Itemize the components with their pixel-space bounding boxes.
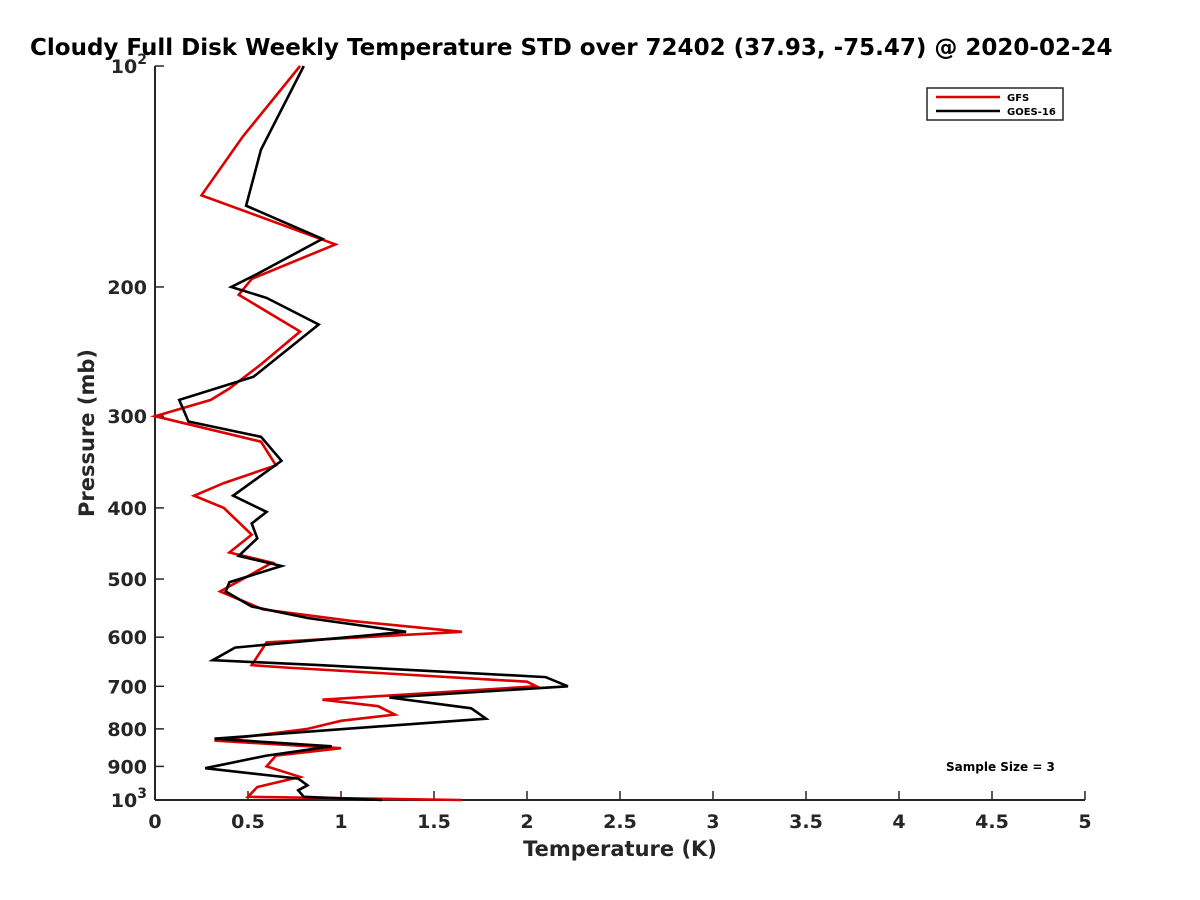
y-tick-label: 800 — [107, 719, 147, 741]
y-axis-label: Pressure (mb) — [75, 349, 99, 517]
legend: GFS GOES-16 — [926, 87, 1064, 121]
x-axis-label: Temperature (K) — [523, 837, 717, 861]
plot-area — [154, 66, 1085, 801]
y-tick-label: 300 — [107, 406, 147, 428]
legend-label: GOES-16 — [1007, 107, 1056, 118]
x-tick-label: 4.5 — [975, 811, 1009, 833]
y-tick-label: 500 — [107, 569, 147, 591]
x-tick-label: 3.5 — [789, 811, 823, 833]
y-tick-label: 400 — [107, 498, 147, 520]
y-axis-ticks: 102 200 300 400 500 600 700 800 900 103 — [107, 52, 164, 812]
x-tick-label: 5 — [1078, 811, 1091, 833]
x-tick-label: 0 — [148, 811, 161, 833]
y-tick-label: 200 — [107, 277, 147, 299]
x-tick-label: 4 — [892, 811, 905, 833]
y-tick-label: 900 — [107, 756, 147, 778]
y-tick-label: 700 — [107, 676, 147, 698]
x-tick-label: 2 — [520, 811, 533, 833]
x-tick-label: 1 — [334, 811, 347, 833]
x-tick-label: 2.5 — [603, 811, 637, 833]
chart-title: Cloudy Full Disk Weekly Temperature STD … — [30, 35, 1113, 61]
sample-size-annotation: Sample Size = 3 — [946, 760, 1055, 774]
y-tick-label: 102 — [111, 52, 147, 78]
legend-label: GFS — [1007, 93, 1029, 104]
legend-box — [926, 87, 1064, 121]
y-tick-label: 103 — [111, 786, 147, 812]
x-tick-label: 1.5 — [417, 811, 451, 833]
x-axis-ticks: 0 0.5 1 1.5 2 2.5 3 3.5 4 4.5 5 — [148, 791, 1092, 833]
series-lines — [149, 65, 569, 802]
x-tick-label: 3 — [706, 811, 719, 833]
series-line-gfs — [149, 65, 542, 802]
series-line-goes-16 — [177, 65, 569, 802]
x-tick-label: 0.5 — [231, 811, 265, 833]
y-tick-label: 600 — [107, 627, 147, 649]
